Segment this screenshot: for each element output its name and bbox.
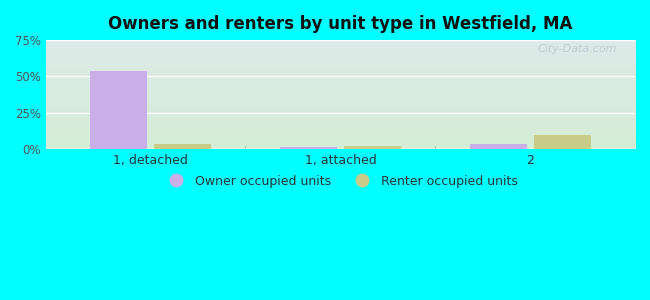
Title: Owners and renters by unit type in Westfield, MA: Owners and renters by unit type in Westf… [109, 15, 573, 33]
Bar [344, 146, 401, 149]
Bar [534, 135, 592, 149]
Text: City-Data.com: City-Data.com [538, 44, 618, 55]
Bar [154, 144, 211, 149]
Legend: Owner occupied units, Renter occupied units: Owner occupied units, Renter occupied un… [159, 170, 523, 193]
Bar [280, 147, 337, 149]
Bar [470, 144, 526, 149]
Bar [90, 70, 147, 149]
